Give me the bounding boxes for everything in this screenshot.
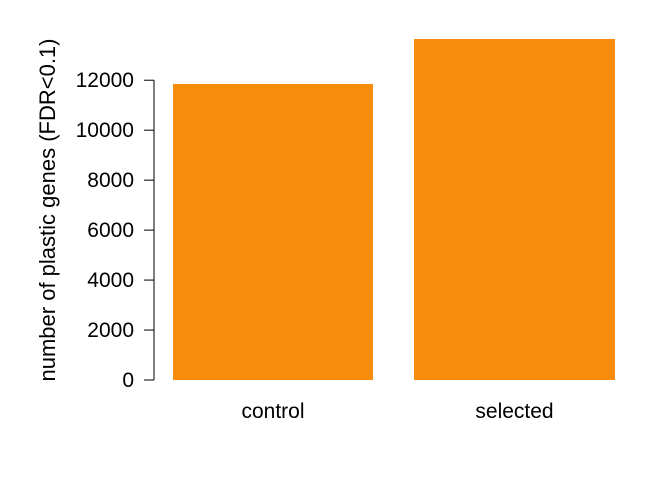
y-axis: 0 2000 4000 6000 8000 10000 12000 [76, 69, 155, 392]
bars-group [173, 39, 615, 380]
y-tick-label: 0 [122, 369, 134, 392]
y-tick-label: 8000 [87, 169, 134, 192]
y-tick-label: 12000 [76, 69, 134, 92]
y-axis-label: number of plastic genes (FDR<0.1) [35, 39, 60, 382]
y-tick-label: 2000 [87, 319, 134, 342]
y-tick-label: 10000 [76, 119, 134, 142]
y-tick-label: 4000 [87, 269, 134, 292]
x-tick-label-selected: selected [475, 400, 553, 423]
bar-selected [414, 39, 615, 380]
y-tick-label: 6000 [87, 219, 134, 242]
x-axis-labels: control selected [241, 400, 553, 423]
x-tick-label-control: control [241, 400, 304, 423]
bar-control [173, 83, 373, 380]
